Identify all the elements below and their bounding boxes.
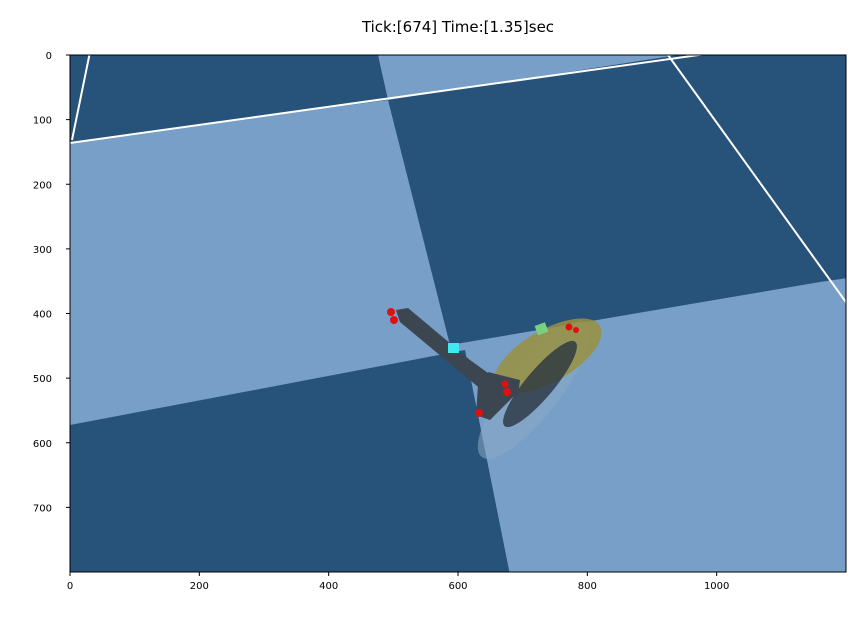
x-tick-label: 400 bbox=[319, 581, 338, 592]
y-tick-label: 400 bbox=[33, 310, 52, 321]
x-tick-label: 1000 bbox=[704, 581, 729, 592]
floor-dark-tile-top-right bbox=[388, 55, 846, 345]
contact-point bbox=[387, 308, 395, 316]
contact-point bbox=[503, 388, 511, 396]
scene-render bbox=[70, 55, 846, 572]
y-tick-label: 600 bbox=[33, 439, 52, 450]
x-axis-ticks: 0 200 400 600 800 1000 bbox=[67, 572, 729, 592]
y-tick-label: 300 bbox=[33, 245, 52, 256]
object-shadow-dark bbox=[503, 340, 577, 428]
contact-point bbox=[501, 380, 509, 388]
contact-point bbox=[565, 323, 573, 331]
contact-point bbox=[475, 409, 483, 417]
contact-points bbox=[387, 308, 579, 417]
x-tick-label: 200 bbox=[190, 581, 209, 592]
grid-line-right bbox=[667, 55, 846, 304]
y-tick-label: 0 bbox=[46, 51, 52, 62]
y-tick-label: 700 bbox=[33, 503, 52, 514]
figure-title: Tick:[674] Time:[1.35]sec bbox=[361, 18, 555, 36]
y-tick-label: 200 bbox=[33, 180, 52, 191]
x-tick-label: 0 bbox=[67, 581, 73, 592]
floor-grid-lines bbox=[70, 55, 846, 304]
floor-dark-tile-top-left bbox=[70, 55, 388, 142]
y-axis-ticks: 0 100 200 300 400 500 600 700 bbox=[33, 51, 70, 514]
x-tick-label: 600 bbox=[448, 581, 467, 592]
floor-dark-tile-bottom-left bbox=[70, 350, 510, 572]
y-tick-label: 100 bbox=[33, 116, 52, 127]
grid-line-left bbox=[71, 55, 91, 141]
target-marker-cyan bbox=[448, 343, 459, 353]
grid-line-horizontal bbox=[70, 55, 706, 144]
y-tick-label: 500 bbox=[33, 374, 52, 385]
contact-point bbox=[573, 327, 579, 333]
contact-point bbox=[390, 316, 398, 324]
x-tick-label: 800 bbox=[578, 581, 597, 592]
target-marker-green bbox=[534, 322, 549, 336]
